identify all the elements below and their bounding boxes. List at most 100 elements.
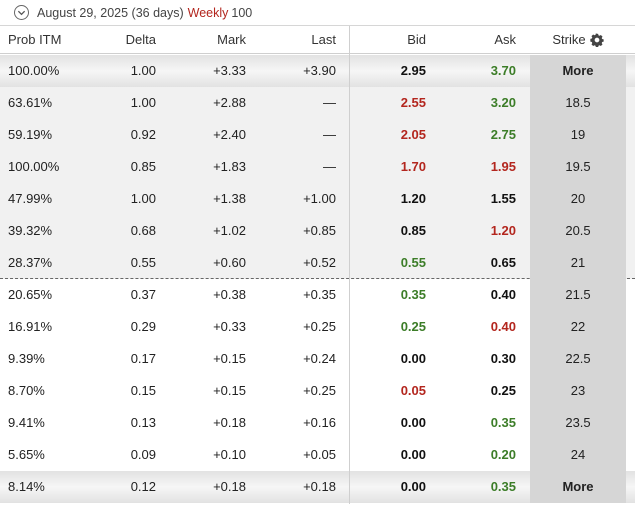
mark-cell: +0.18 bbox=[213, 479, 246, 494]
strike-cell-background bbox=[530, 87, 626, 119]
bid-cell[interactable]: 1.20 bbox=[400, 191, 426, 206]
table-row[interactable]: 28.37% 0.55 +0.60 +0.52 0.55 0.65 21 bbox=[0, 247, 635, 279]
more-strikes-button[interactable]: More bbox=[562, 63, 594, 78]
prob-itm-cell: 47.99% bbox=[8, 191, 53, 206]
prob-itm-cell: 20.65% bbox=[8, 287, 53, 302]
last-cell: +0.25 bbox=[303, 319, 336, 334]
strike-cell[interactable]: 23 bbox=[570, 383, 586, 398]
bid-cell[interactable]: 0.05 bbox=[400, 383, 426, 398]
table-row[interactable]: 8.14% 0.12 +0.18 +0.18 0.00 0.35 More bbox=[0, 471, 635, 503]
prob-itm-cell: 63.61% bbox=[8, 95, 53, 110]
more-strikes-button[interactable]: More bbox=[562, 479, 594, 494]
mark-cell: +0.18 bbox=[213, 415, 246, 430]
bid-cell[interactable]: 2.55 bbox=[400, 95, 426, 110]
table-row[interactable]: 100.00% 0.85 +1.83 — 1.70 1.95 19.5 bbox=[0, 151, 635, 183]
strike-cell[interactable]: 24 bbox=[570, 447, 586, 462]
bid-cell[interactable]: 0.35 bbox=[400, 287, 426, 302]
prob-itm-cell: 9.41% bbox=[8, 415, 45, 430]
strike-cell[interactable]: 21.5 bbox=[565, 287, 591, 302]
delta-cell: 0.29 bbox=[130, 319, 156, 334]
strike-cell-background bbox=[530, 55, 626, 87]
ask-cell[interactable]: 1.95 bbox=[490, 159, 516, 174]
mark-cell: +0.33 bbox=[213, 319, 246, 334]
last-cell: +0.24 bbox=[303, 351, 336, 366]
mark-cell: +1.83 bbox=[213, 159, 246, 174]
delta-cell: 1.00 bbox=[130, 191, 156, 206]
column-header-delta[interactable]: Delta bbox=[125, 32, 156, 47]
column-header-row: Prob ITM Delta Mark Last Bid Ask Strike bbox=[0, 26, 635, 54]
ask-cell[interactable]: 0.65 bbox=[490, 255, 516, 270]
strike-cell-background bbox=[530, 151, 626, 183]
column-header-last[interactable]: Last bbox=[311, 32, 336, 47]
bid-cell[interactable]: 0.85 bbox=[400, 223, 426, 238]
column-header-ask[interactable]: Ask bbox=[494, 32, 516, 47]
last-cell: +0.16 bbox=[303, 415, 336, 430]
strike-cell[interactable]: 20.5 bbox=[565, 223, 591, 238]
bid-cell[interactable]: 0.25 bbox=[400, 319, 426, 334]
ask-cell[interactable]: 0.35 bbox=[490, 479, 516, 494]
strike-cell[interactable]: 23.5 bbox=[565, 415, 591, 430]
strike-cell[interactable]: 20 bbox=[570, 191, 586, 206]
column-header-prob-itm[interactable]: Prob ITM bbox=[8, 32, 62, 47]
ask-cell[interactable]: 0.20 bbox=[490, 447, 516, 462]
expiry-date: August 29, 2025 bbox=[37, 5, 129, 20]
bid-cell[interactable]: 0.55 bbox=[400, 255, 426, 270]
last-cell: +1.00 bbox=[303, 191, 336, 206]
delta-cell: 0.13 bbox=[130, 415, 156, 430]
column-header-mark[interactable]: Mark bbox=[217, 32, 246, 47]
table-row[interactable]: 47.99% 1.00 +1.38 +1.00 1.20 1.55 20 bbox=[0, 183, 635, 215]
ask-cell[interactable]: 0.35 bbox=[490, 415, 516, 430]
call-bid-divider bbox=[349, 26, 350, 504]
gear-icon[interactable] bbox=[589, 33, 604, 47]
strike-cell[interactable]: 21 bbox=[570, 255, 586, 270]
table-row[interactable]: 100.00% 1.00 +3.33 +3.90 2.95 3.70 More bbox=[0, 55, 635, 87]
strike-cell-background bbox=[530, 439, 626, 471]
table-row[interactable]: 20.65% 0.37 +0.38 +0.35 0.35 0.40 21.5 bbox=[0, 279, 635, 311]
column-header-bid[interactable]: Bid bbox=[407, 32, 426, 47]
table-row[interactable]: 9.39% 0.17 +0.15 +0.24 0.00 0.30 22.5 bbox=[0, 343, 635, 375]
column-header-strike-label[interactable]: Strike bbox=[552, 32, 586, 47]
strike-cell[interactable]: 22 bbox=[570, 319, 586, 334]
strike-cell-background bbox=[530, 215, 626, 247]
ask-cell[interactable]: 1.20 bbox=[490, 223, 516, 238]
bid-cell[interactable]: 2.05 bbox=[400, 127, 426, 142]
ask-cell[interactable]: 0.30 bbox=[490, 351, 516, 366]
strike-cell-background bbox=[530, 311, 626, 343]
prob-itm-cell: 9.39% bbox=[8, 351, 45, 366]
bid-cell[interactable]: 1.70 bbox=[400, 159, 426, 174]
prob-itm-cell: 16.91% bbox=[8, 319, 53, 334]
mark-cell: +2.88 bbox=[213, 95, 246, 110]
ask-cell[interactable]: 3.20 bbox=[490, 95, 516, 110]
bid-cell[interactable]: 0.00 bbox=[400, 351, 426, 366]
ask-cell[interactable]: 2.75 bbox=[490, 127, 516, 142]
table-row[interactable]: 8.70% 0.15 +0.15 +0.25 0.05 0.25 23 bbox=[0, 375, 635, 407]
table-row[interactable]: 63.61% 1.00 +2.88 — 2.55 3.20 18.5 bbox=[0, 87, 635, 119]
table-row[interactable]: 59.19% 0.92 +2.40 — 2.05 2.75 19 bbox=[0, 119, 635, 151]
table-row[interactable]: 39.32% 0.68 +1.02 +0.85 0.85 1.20 20.5 bbox=[0, 215, 635, 247]
mark-cell: +0.15 bbox=[213, 351, 246, 366]
prob-itm-cell: 100.00% bbox=[8, 159, 60, 174]
ask-cell[interactable]: 0.40 bbox=[490, 287, 516, 302]
delta-cell: 0.55 bbox=[130, 255, 156, 270]
table-row[interactable]: 9.41% 0.13 +0.18 +0.16 0.00 0.35 23.5 bbox=[0, 407, 635, 439]
last-cell: +0.35 bbox=[303, 287, 336, 302]
strike-cell[interactable]: 19 bbox=[570, 127, 586, 142]
bid-cell[interactable]: 0.00 bbox=[400, 415, 426, 430]
strike-cell[interactable]: 19.5 bbox=[565, 159, 591, 174]
expiry-contract-count: 100 bbox=[231, 5, 253, 20]
last-cell: +0.18 bbox=[303, 479, 336, 494]
bid-cell[interactable]: 0.00 bbox=[400, 479, 426, 494]
ask-cell[interactable]: 1.55 bbox=[490, 191, 516, 206]
chevron-down-icon[interactable] bbox=[14, 5, 29, 20]
bid-cell[interactable]: 0.00 bbox=[400, 447, 426, 462]
strike-cell[interactable]: 22.5 bbox=[565, 351, 591, 366]
ask-cell[interactable]: 3.70 bbox=[490, 63, 516, 78]
ask-cell[interactable]: 0.40 bbox=[490, 319, 516, 334]
bid-cell[interactable]: 2.95 bbox=[400, 63, 426, 78]
expiry-header[interactable]: August 29, 2025 (36 days) Weekly 100 bbox=[0, 0, 635, 26]
table-row[interactable]: 16.91% 0.29 +0.33 +0.25 0.25 0.40 22 bbox=[0, 311, 635, 343]
last-cell: — bbox=[323, 127, 336, 142]
table-row[interactable]: 5.65% 0.09 +0.10 +0.05 0.00 0.20 24 bbox=[0, 439, 635, 471]
ask-cell[interactable]: 0.25 bbox=[490, 383, 516, 398]
strike-cell[interactable]: 18.5 bbox=[565, 95, 591, 110]
